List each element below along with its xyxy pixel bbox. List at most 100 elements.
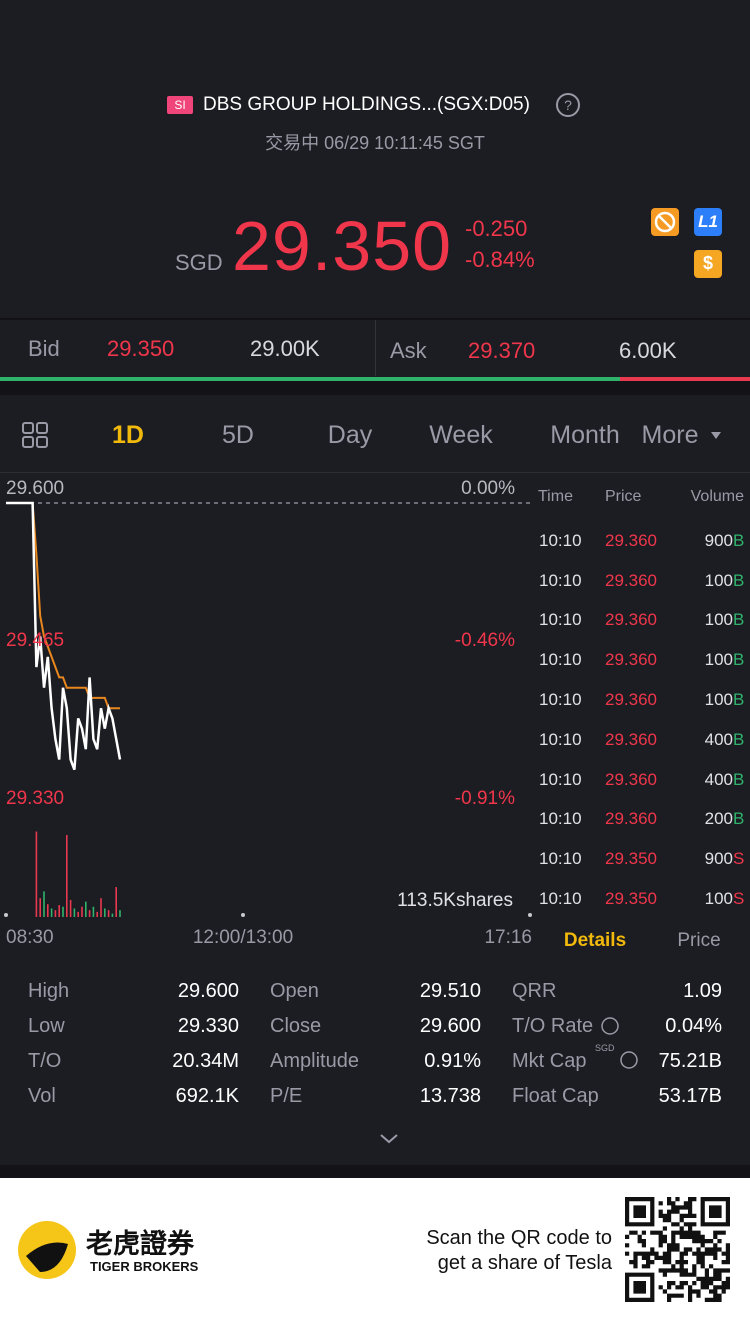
trade-volume: 400 <box>704 769 733 789</box>
icon[interactable] <box>694 208 722 236</box>
volume-bar <box>107 910 110 917</box>
trade-price: 29.350 <box>605 849 657 869</box>
trade-time: 10:10 <box>539 690 582 709</box>
trade-time: 10:10 <box>539 889 582 908</box>
currency-icon: $ <box>702 253 713 274</box>
volume-bar <box>100 898 102 917</box>
price-axis-label: 29.330 <box>6 787 65 809</box>
avg-price-line <box>6 502 120 710</box>
trade-volume: 100 <box>704 889 733 908</box>
time-axis-label: 12:00/13:00 <box>192 926 294 948</box>
help-text[interactable]: ? <box>564 96 572 113</box>
volume-bar <box>111 913 114 917</box>
volume-bar <box>39 898 41 917</box>
panel-tab[interactable]: Price <box>677 929 721 951</box>
info-icon[interactable] <box>601 1017 619 1035</box>
trade-time: 10:10 <box>539 809 582 829</box>
trade-side: S <box>733 889 745 908</box>
promo-text: get a share of Tesla <box>437 1252 612 1274</box>
trade-time: 10:10 <box>539 610 582 630</box>
layout-icon[interactable] <box>22 422 48 448</box>
info-icon[interactable] <box>620 1051 638 1069</box>
stock-name: DBS GROUP HOLDINGS...(SGX:D05) <box>203 93 530 115</box>
trade-volume: 900 <box>704 849 733 869</box>
period-tab[interactable]: Day <box>327 421 373 449</box>
stat-label: T/O <box>28 1050 62 1072</box>
price-line <box>6 501 122 771</box>
trade-side: B <box>733 530 745 550</box>
volume-bar <box>115 887 117 917</box>
trade-price: 29.350 <box>605 889 657 908</box>
axis-dot <box>4 913 8 917</box>
stat-label: T/O Rate <box>512 1015 594 1037</box>
volume-bar <box>104 908 106 917</box>
bid-bar <box>0 377 620 381</box>
trade-time: 10:10 <box>539 849 582 869</box>
trade-price: 29.360 <box>605 650 657 670</box>
volume-bar <box>66 834 68 917</box>
icon-glyph <box>658 215 672 229</box>
promo-text: Scan the QR code to <box>426 1227 612 1249</box>
icon[interactable] <box>694 250 722 278</box>
bid-size: 29.00K <box>250 335 320 361</box>
stat-label: Low <box>28 1015 65 1037</box>
logo-mark <box>26 1242 68 1272</box>
volume-bar <box>50 908 53 917</box>
pct-axis-label: -0.46% <box>454 629 515 651</box>
trade-side: B <box>733 729 745 749</box>
stat-label: Vol <box>28 1085 56 1107</box>
expand-chevron[interactable] <box>380 1134 398 1144</box>
trade-time: 10:10 <box>539 650 582 670</box>
divider <box>0 381 750 395</box>
axis-dot <box>528 913 532 917</box>
bid-label: Bid <box>28 335 60 361</box>
price-change: -0.250 <box>465 215 528 241</box>
currency: SGD <box>175 249 223 275</box>
trade-volume: 100 <box>704 570 733 590</box>
trade-price: 29.360 <box>605 530 657 550</box>
divider <box>0 1165 750 1178</box>
last-price: 29.350 <box>232 207 453 285</box>
trade-volume: 100 <box>704 690 733 709</box>
volume-bar <box>88 910 91 917</box>
volume-max-label: 113.5Kshares <box>397 889 513 911</box>
trade-time: 10:10 <box>539 570 582 590</box>
level-icon: L1 <box>698 211 718 231</box>
stat-label: Amplitude <box>270 1050 359 1072</box>
brand-name: 老虎證券 <box>86 1228 194 1259</box>
stat-value: 53.17B <box>658 1085 722 1107</box>
trade-price: 29.360 <box>605 729 657 749</box>
period-tab[interactable]: Week <box>429 421 493 449</box>
ask-price: 29.370 <box>468 337 536 363</box>
stat-value: 13.738 <box>419 1085 481 1107</box>
trade-price: 29.360 <box>605 690 657 709</box>
stat-value: 29.600 <box>419 1015 481 1037</box>
volume-bar <box>62 906 64 917</box>
divider <box>0 318 750 320</box>
price-axis-label: 29.600 <box>6 477 65 499</box>
dropdown-arrow <box>711 432 721 439</box>
market-status: 交易中 06/29 10:11:45 SGT <box>265 133 485 154</box>
volume-bar <box>43 891 45 917</box>
trade-volume: 100 <box>704 610 733 630</box>
stat-value: 29.510 <box>419 980 481 1002</box>
stat-value: 20.34M <box>172 1050 239 1072</box>
ask-size: 6.00K <box>619 337 677 363</box>
period-tab[interactable]: Month <box>550 421 620 449</box>
trade-time: 10:10 <box>539 729 582 749</box>
period-tab[interactable]: 5D <box>222 421 254 449</box>
volume-bar <box>81 906 83 917</box>
period-tab[interactable]: More <box>641 421 699 449</box>
period-tab[interactable]: 1D <box>112 421 144 449</box>
volume-bar <box>35 831 38 917</box>
trade-side: B <box>733 610 745 630</box>
stat-label: High <box>28 980 70 1002</box>
volume-bar <box>69 899 72 917</box>
trade-side: S <box>733 849 745 869</box>
help-icon[interactable] <box>556 93 580 117</box>
panel-tab[interactable]: Details <box>563 929 627 951</box>
volume-bar <box>119 910 121 917</box>
stat-label: P/E <box>270 1085 303 1107</box>
stat-value: 0.04% <box>665 1015 722 1037</box>
